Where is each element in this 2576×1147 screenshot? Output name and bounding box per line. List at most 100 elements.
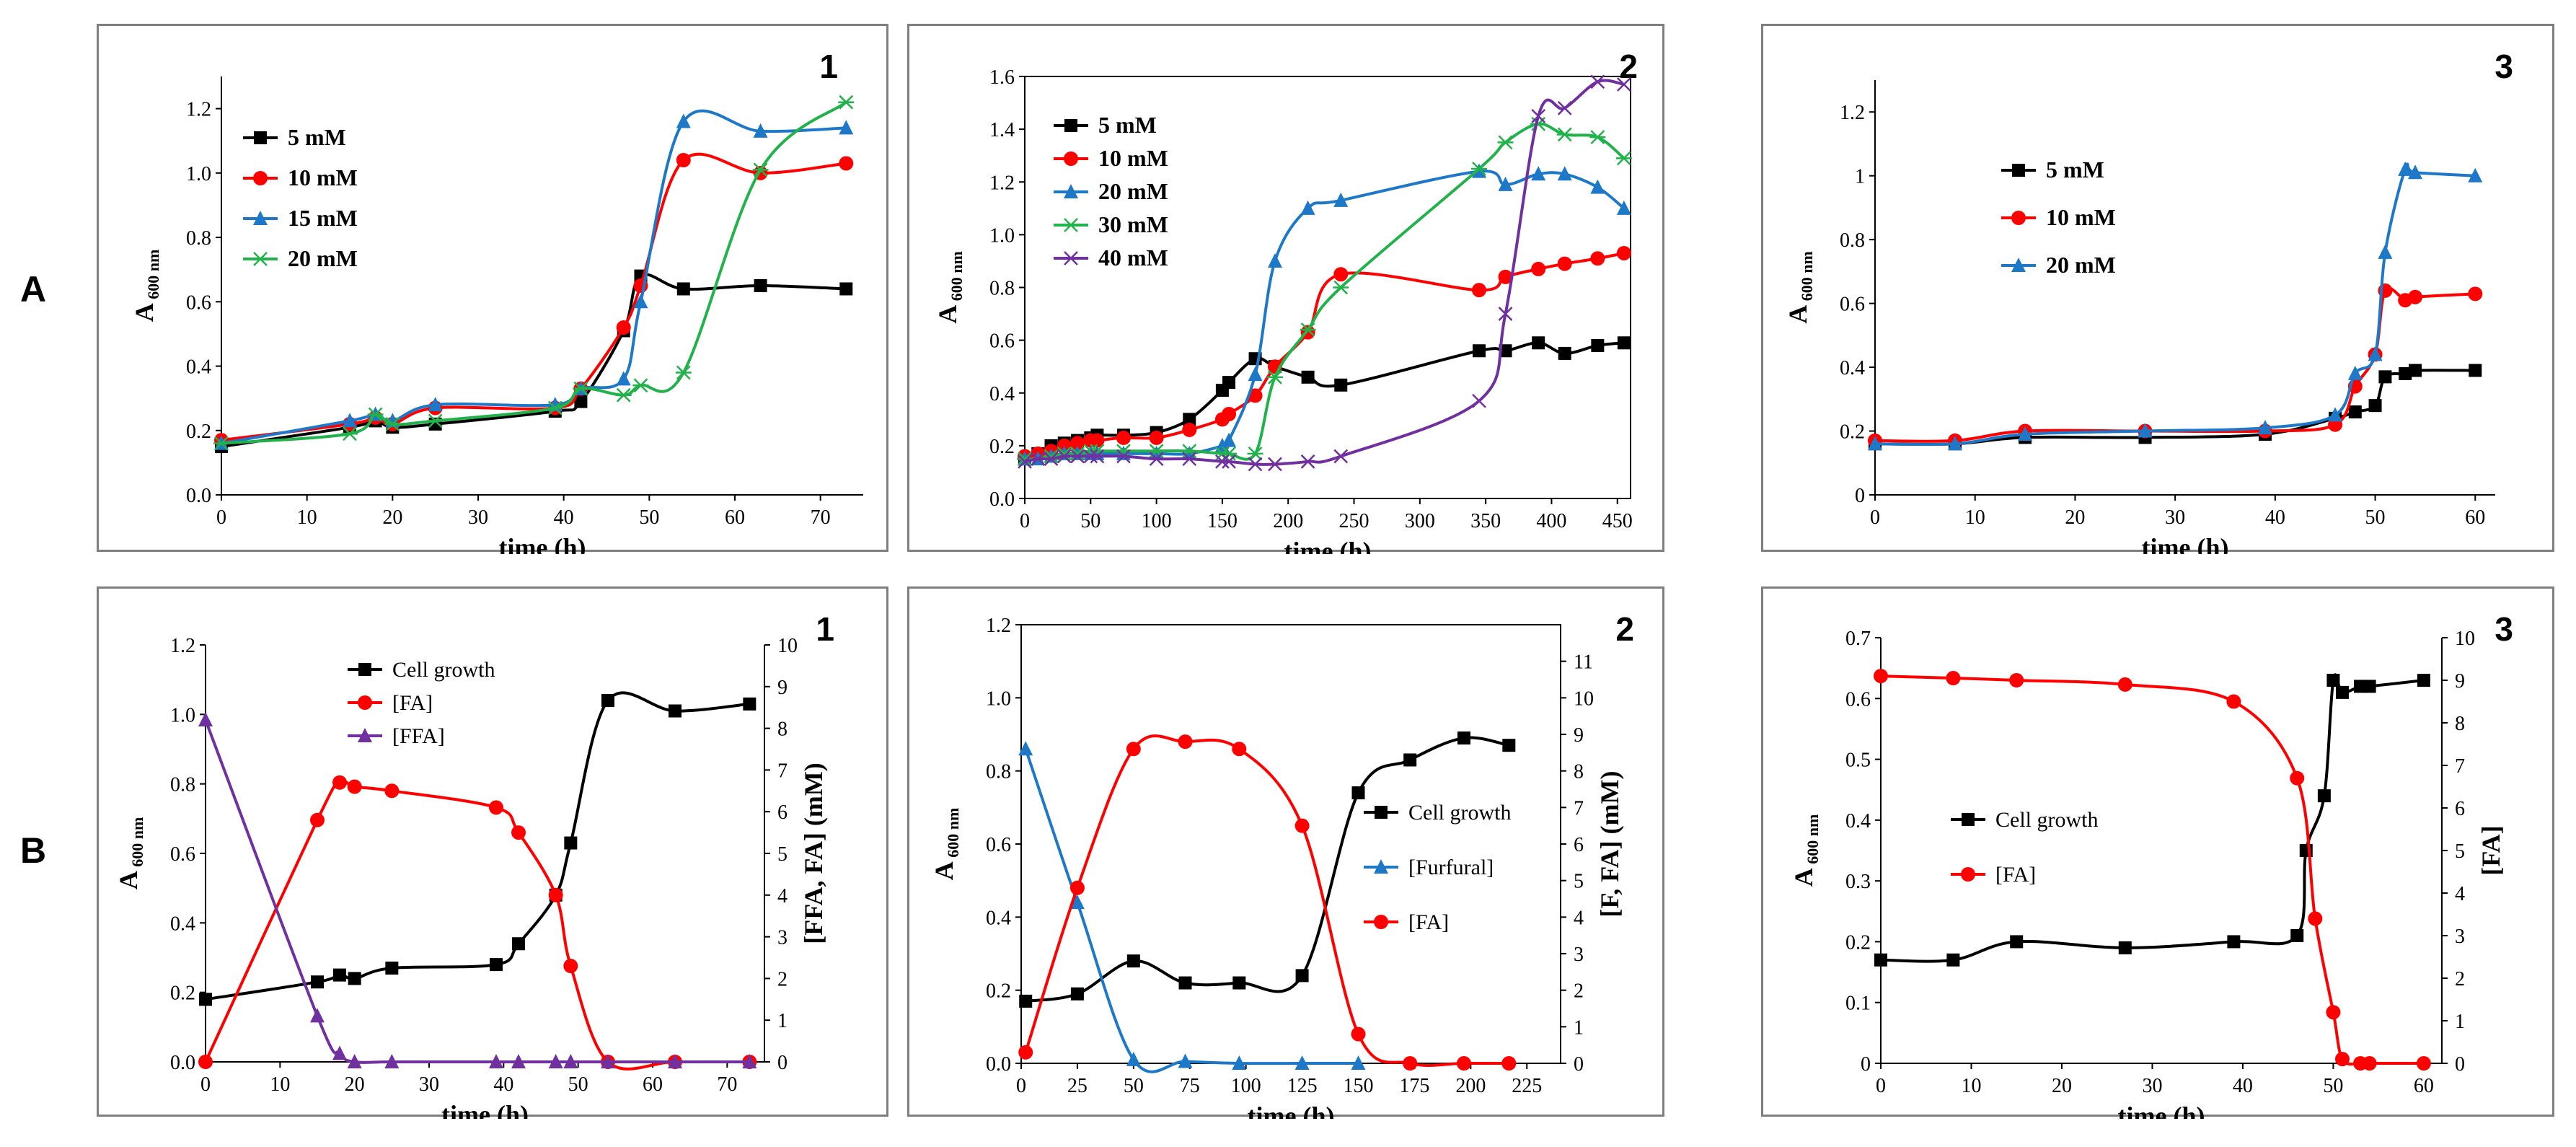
a2-point-3-11 bbox=[1221, 446, 1238, 461]
a3-point-2-9 bbox=[2398, 161, 2413, 176]
chart-b2: 0 25 50 75 100 125 150 175 200 2250.00.20.40.60.8… bbox=[930, 610, 1634, 1119]
panel-a1: 0 10 20 30 40 50 60 70 0.0 0.2 0.4 0.6 0.8 1.0 1.2 time… bbox=[97, 24, 888, 554]
b3-x-tick-label-3: 30 bbox=[2142, 1075, 2162, 1097]
b1-y2-tick-label-8: 8 bbox=[777, 718, 788, 741]
a2-series-line-1 bbox=[1024, 252, 1625, 458]
b2-y2-tick-label-0: 0 bbox=[1574, 1053, 1584, 1076]
a3-legend-label-2: 20 mM bbox=[2046, 252, 2116, 278]
a3-y-axis-label: A 600 nm bbox=[1783, 251, 1816, 324]
a1-legend-marker-3 bbox=[252, 252, 268, 266]
a2-point-3-16 bbox=[1471, 162, 1487, 176]
a2-point-1-15 bbox=[1333, 267, 1349, 282]
a3-series-line-1 bbox=[1874, 286, 2476, 443]
a3-point-2-4 bbox=[2257, 420, 2272, 435]
a2-x-tick-label-1: 50 bbox=[1080, 510, 1100, 532]
b3-point-1-10 bbox=[2362, 1056, 2377, 1071]
b3-y-tick-label-5: 0.5 bbox=[1845, 750, 1871, 772]
b2-y-tick-label-3: 0.6 bbox=[986, 834, 1011, 856]
b2-point-0-1 bbox=[1070, 987, 1084, 1001]
b2-x-tick-label-3: 75 bbox=[1180, 1075, 1200, 1097]
b2-y-tick-label-4: 0.8 bbox=[986, 761, 1011, 783]
a1-x-axis-label: time (h) bbox=[499, 533, 586, 554]
a1-point-2-10 bbox=[753, 123, 768, 138]
b2-point-1-4 bbox=[1232, 1055, 1247, 1070]
b2-y-tick-label-2: 0.4 bbox=[986, 907, 1011, 929]
b2-legend-marker-1 bbox=[1374, 859, 1388, 874]
b3-point-1-3 bbox=[2117, 677, 2132, 692]
b2-legend-marker-0 bbox=[1375, 806, 1388, 819]
b2-point-0-4 bbox=[1232, 976, 1246, 990]
a2-point-1-6 bbox=[1090, 433, 1105, 448]
a2-point-4-11 bbox=[1222, 454, 1236, 469]
a1-y-tick-label-5: 1.0 bbox=[186, 163, 211, 185]
a1-point-0-6 bbox=[574, 395, 588, 408]
a1-point-3-1 bbox=[342, 426, 358, 441]
a3-x-tick-label-2: 20 bbox=[2065, 506, 2085, 529]
a2-x-tick-label-5: 250 bbox=[1339, 510, 1369, 532]
b2-y-tick-label-1: 0.2 bbox=[986, 980, 1011, 1003]
b2-series-line-1 bbox=[1024, 748, 1359, 1073]
b3-point-0-11 bbox=[2363, 680, 2376, 693]
b1-point-0-0 bbox=[199, 993, 212, 1006]
a3-point-2-7 bbox=[2368, 346, 2383, 361]
a2-point-3-17 bbox=[1497, 135, 1514, 150]
b3-point-0-0 bbox=[1874, 953, 1887, 967]
a1-legend-marker-0 bbox=[254, 131, 267, 144]
a3-series-1 bbox=[1868, 283, 2483, 448]
b1-legend-marker-0 bbox=[358, 663, 371, 676]
a2-y-tick-label-8: 1.6 bbox=[989, 66, 1015, 89]
a2-point-4-17 bbox=[1498, 307, 1513, 321]
b2-series-2 bbox=[1018, 734, 1517, 1071]
a1-y-tick-label-1: 0.2 bbox=[186, 421, 211, 443]
row-label-b: B bbox=[20, 830, 47, 871]
a2-point-0-19 bbox=[1558, 346, 1571, 360]
b1-series-0 bbox=[199, 691, 757, 1006]
b2-point-2-2 bbox=[1126, 742, 1141, 757]
a1-series-line-1 bbox=[221, 152, 847, 442]
a2-point-0-16 bbox=[1473, 344, 1486, 358]
a2-point-3-2 bbox=[1043, 449, 1059, 464]
a2-legend-marker-1 bbox=[1064, 151, 1078, 166]
b3-point-0-12 bbox=[2417, 674, 2430, 687]
b2-x-tick-label-1: 25 bbox=[1067, 1075, 1088, 1097]
b3-point-0-8 bbox=[2326, 674, 2340, 687]
a1-x-tick-label-1: 10 bbox=[297, 506, 317, 529]
b2-legend-label-2: [FA] bbox=[1408, 910, 1449, 934]
a1-point-2-1 bbox=[343, 413, 357, 428]
a2-point-1-18 bbox=[1531, 261, 1546, 276]
a3-y-tick-label-3: 0.6 bbox=[1840, 294, 1865, 316]
b2-point-2-9 bbox=[1501, 1056, 1517, 1071]
b2-point-0-5 bbox=[1295, 969, 1309, 983]
a2-point-3-4 bbox=[1069, 446, 1086, 461]
b1-point-0-11 bbox=[743, 697, 757, 711]
b1-point-2-9 bbox=[601, 1054, 615, 1068]
a2-x-tick-label-3: 150 bbox=[1207, 510, 1238, 532]
b2-x-tick-label-5: 125 bbox=[1287, 1075, 1318, 1097]
b1-point-0-4 bbox=[385, 961, 399, 975]
a2-y-tick-label-5: 1.0 bbox=[989, 224, 1015, 247]
row-label-a: A bbox=[20, 269, 47, 309]
b2-x-tick-label-6: 150 bbox=[1344, 1075, 1374, 1097]
b2-y2-tick-label-4: 4 bbox=[1574, 907, 1584, 929]
a2-point-0-20 bbox=[1591, 338, 1605, 352]
b3-point-1-7 bbox=[2326, 1005, 2341, 1020]
b1-point-0-10 bbox=[669, 704, 682, 718]
panel-a2: 0 50 100 150 200 250 300 350 400 450 0.0 0.2 0.4 0.6 0… bbox=[907, 24, 1664, 554]
b1-point-2-5 bbox=[489, 1054, 503, 1068]
a3-y-tick-label-0: 0 bbox=[1855, 485, 1865, 507]
a3-point-2-1 bbox=[1947, 436, 1962, 451]
b3-point-0-5 bbox=[2290, 929, 2304, 942]
b1-y-tick-label-0: 0.0 bbox=[170, 1052, 195, 1074]
a2-point-4-18 bbox=[1531, 108, 1546, 123]
a2-legend-marker-0 bbox=[1064, 119, 1077, 132]
b1-x-axis-label: time (h) bbox=[441, 1100, 529, 1119]
b1-point-1-6 bbox=[511, 825, 526, 840]
b3-y2-tick-label-7: 7 bbox=[2455, 755, 2465, 778]
a1-x-tick-label-7: 70 bbox=[811, 506, 831, 529]
b1-point-0-6 bbox=[512, 937, 525, 951]
b3-y2-axis-label: [FA] bbox=[2476, 825, 2505, 875]
a2-point-0-9 bbox=[1183, 413, 1196, 426]
b3-y2-tick-label-3: 3 bbox=[2455, 926, 2465, 948]
a2-y-tick-label-4: 0.8 bbox=[989, 278, 1015, 300]
a1-y-tick-label-4: 0.8 bbox=[186, 227, 211, 250]
